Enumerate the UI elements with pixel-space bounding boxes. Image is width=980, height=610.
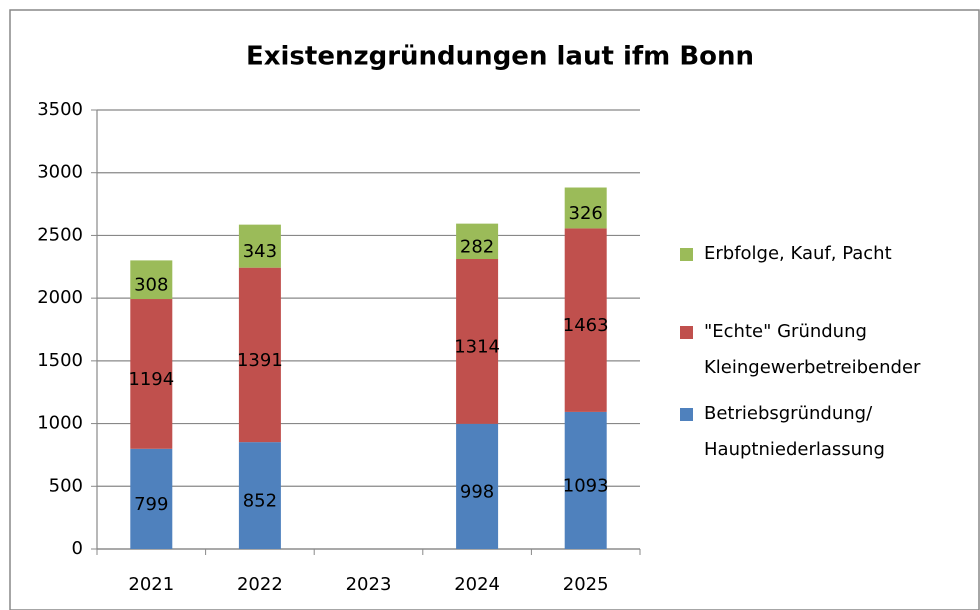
legend-swatch bbox=[680, 408, 693, 421]
chart-title: Existenzgründungen laut ifm Bonn bbox=[246, 42, 754, 72]
y-tick-label: 3000 bbox=[37, 162, 83, 183]
legend-label: Betriebsgründung/ Hauptniederlassung bbox=[704, 403, 885, 460]
y-tick-label: 1500 bbox=[37, 350, 83, 371]
y-tick-label: 2000 bbox=[37, 287, 83, 308]
x-tick-label: 2024 bbox=[454, 574, 500, 595]
data-label: 1463 bbox=[563, 315, 609, 336]
bar-segment bbox=[456, 259, 499, 424]
data-label: 998 bbox=[460, 481, 494, 502]
bar-segment bbox=[456, 423, 499, 549]
y-tick-label: 500 bbox=[49, 475, 83, 496]
data-label: 326 bbox=[569, 203, 603, 224]
bar-segment bbox=[564, 228, 607, 412]
bar-segment bbox=[130, 299, 173, 449]
data-label: 852 bbox=[243, 491, 277, 512]
legend-label: "Echte" Gründung Kleingewerbetreibender bbox=[704, 321, 921, 378]
bar-segment bbox=[564, 411, 607, 549]
legend-label: Erbfolge, Kauf, Pacht bbox=[704, 243, 892, 264]
legend-swatch bbox=[680, 248, 693, 261]
x-tick-label: 2025 bbox=[563, 574, 609, 595]
data-label: 1314 bbox=[454, 336, 500, 357]
data-label: 343 bbox=[243, 241, 277, 262]
x-tick-label: 2021 bbox=[128, 574, 174, 595]
bar-segment bbox=[238, 442, 281, 549]
bar-segment bbox=[238, 224, 281, 268]
bar-segment bbox=[130, 260, 173, 300]
y-tick-label: 2500 bbox=[37, 224, 83, 245]
data-label: 799 bbox=[134, 494, 168, 515]
y-tick-label: 1000 bbox=[37, 413, 83, 434]
data-label: 1391 bbox=[237, 350, 283, 371]
data-label: 1093 bbox=[563, 475, 609, 496]
bar-segment bbox=[238, 267, 281, 443]
bar-segment bbox=[130, 448, 173, 549]
x-tick-label: 2022 bbox=[237, 574, 283, 595]
y-tick-label: 0 bbox=[72, 538, 83, 559]
x-tick-label: 2023 bbox=[346, 574, 392, 595]
bar-segment bbox=[456, 223, 499, 260]
data-label: 1194 bbox=[128, 369, 174, 390]
data-label: 308 bbox=[134, 275, 168, 296]
data-label: 282 bbox=[460, 236, 494, 257]
legend-swatch bbox=[680, 326, 693, 339]
y-tick-label: 3500 bbox=[37, 99, 83, 120]
bar-segment bbox=[564, 187, 607, 229]
